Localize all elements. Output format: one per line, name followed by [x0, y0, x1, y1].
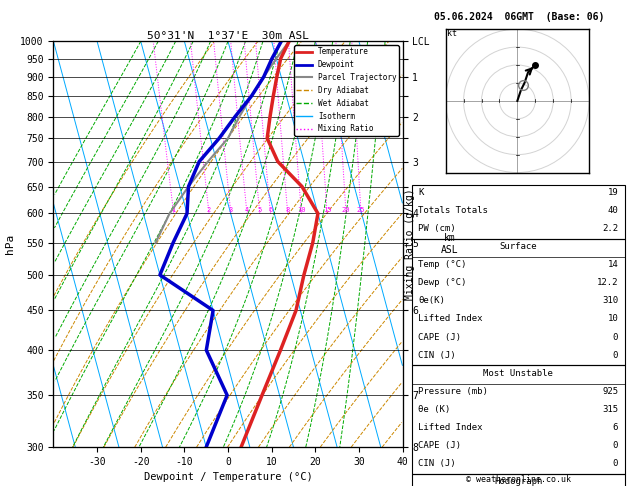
Text: 2.2: 2.2 — [602, 224, 618, 233]
Text: Totals Totals: Totals Totals — [418, 206, 488, 215]
Text: CIN (J): CIN (J) — [418, 350, 456, 360]
Title: 50°31'N  1°37'E  30m ASL: 50°31'N 1°37'E 30m ASL — [147, 31, 309, 40]
Text: 0: 0 — [613, 441, 618, 450]
Text: 15: 15 — [323, 208, 331, 213]
Text: 0: 0 — [613, 459, 618, 468]
Text: 8: 8 — [286, 208, 290, 213]
Text: kt: kt — [447, 29, 457, 38]
Text: Surface: Surface — [499, 242, 537, 251]
Y-axis label: km
ASL: km ASL — [440, 233, 458, 255]
Bar — [412, 474, 625, 486]
Text: Dewp (°C): Dewp (°C) — [418, 278, 467, 287]
Text: 14: 14 — [608, 260, 618, 269]
Text: 40: 40 — [608, 206, 618, 215]
Text: 19: 19 — [608, 188, 618, 197]
Text: 925: 925 — [602, 387, 618, 396]
Text: 5: 5 — [258, 208, 262, 213]
Y-axis label: hPa: hPa — [4, 234, 14, 254]
Text: 6: 6 — [269, 208, 272, 213]
Text: 315: 315 — [602, 405, 618, 414]
Text: 2: 2 — [207, 208, 211, 213]
Text: 4: 4 — [245, 208, 249, 213]
Text: Hodograph: Hodograph — [494, 477, 542, 486]
Text: 10: 10 — [608, 314, 618, 324]
Text: Temp (°C): Temp (°C) — [418, 260, 467, 269]
Text: 10: 10 — [298, 208, 306, 213]
Text: 05.06.2024  06GMT  (Base: 06): 05.06.2024 06GMT (Base: 06) — [434, 12, 604, 22]
Text: 6: 6 — [613, 423, 618, 432]
Text: 1: 1 — [172, 208, 176, 213]
Text: PW (cm): PW (cm) — [418, 224, 456, 233]
Text: CAPE (J): CAPE (J) — [418, 441, 462, 450]
X-axis label: Dewpoint / Temperature (°C): Dewpoint / Temperature (°C) — [143, 472, 313, 483]
Text: 0: 0 — [613, 332, 618, 342]
Text: 12.2: 12.2 — [597, 278, 618, 287]
Bar — [412, 239, 625, 365]
Text: Most Unstable: Most Unstable — [483, 369, 554, 378]
Text: K: K — [418, 188, 424, 197]
Text: CIN (J): CIN (J) — [418, 459, 456, 468]
Y-axis label: Mixing Ratio (g/kg): Mixing Ratio (g/kg) — [405, 189, 415, 300]
Text: 0: 0 — [613, 350, 618, 360]
Text: 3: 3 — [229, 208, 233, 213]
Legend: Temperature, Dewpoint, Parcel Trajectory, Dry Adiabat, Wet Adiabat, Isotherm, Mi: Temperature, Dewpoint, Parcel Trajectory… — [294, 45, 399, 136]
Text: Pressure (mb): Pressure (mb) — [418, 387, 488, 396]
Text: Lifted Index: Lifted Index — [418, 314, 483, 324]
Text: 20: 20 — [342, 208, 350, 213]
Text: Lifted Index: Lifted Index — [418, 423, 483, 432]
Text: θe(K): θe(K) — [418, 296, 445, 305]
Text: θe (K): θe (K) — [418, 405, 450, 414]
Text: 25: 25 — [357, 208, 365, 213]
Bar — [412, 185, 625, 239]
Bar — [412, 365, 625, 474]
Text: 310: 310 — [602, 296, 618, 305]
Text: CAPE (J): CAPE (J) — [418, 332, 462, 342]
Text: © weatheronline.co.uk: © weatheronline.co.uk — [466, 474, 571, 484]
